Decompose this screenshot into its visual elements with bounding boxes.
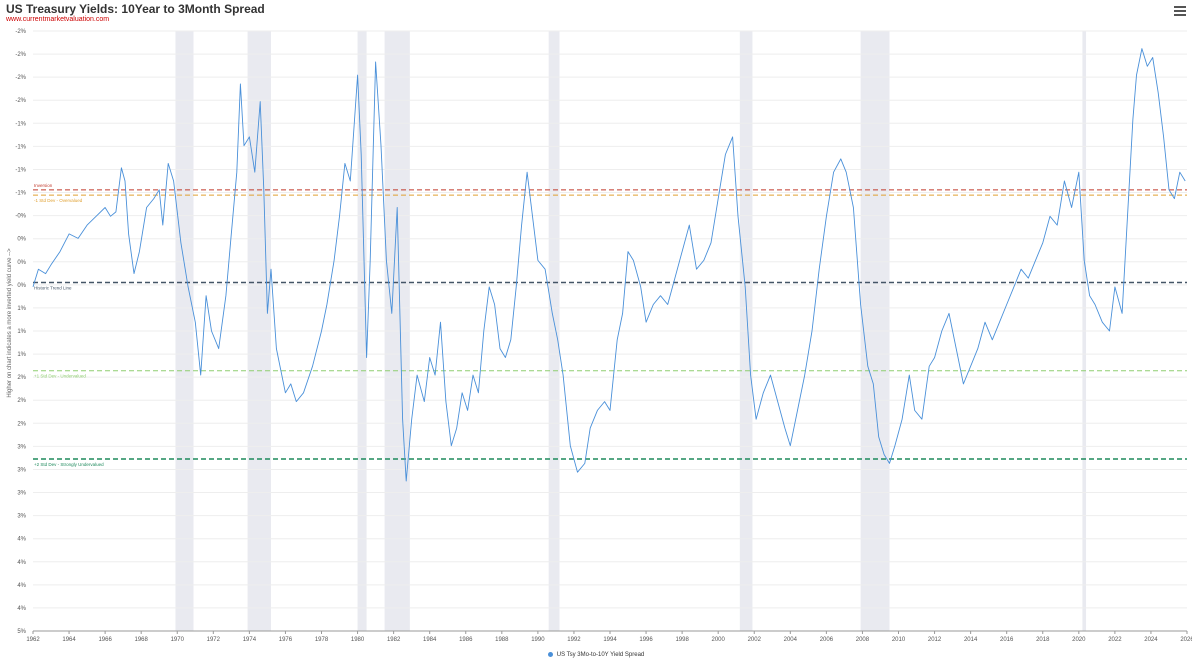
x-tick-label-22: 2006	[820, 637, 834, 643]
x-tick-label-11: 1984	[423, 637, 437, 643]
x-tick-label-20: 2002	[748, 637, 762, 643]
x-tick-label-32: 2026	[1180, 637, 1192, 643]
x-tick-label-12: 1986	[459, 637, 473, 643]
x-tick-label-3: 1968	[135, 637, 149, 643]
y-tick-label-12: 1%	[17, 306, 26, 312]
x-tick-label-14: 1990	[531, 637, 545, 643]
y-tick-label-14: 1%	[17, 352, 26, 358]
x-tick-label-26: 2014	[964, 637, 978, 643]
y-tick-label-10: 0%	[17, 260, 26, 266]
x-tick-label-13: 1988	[495, 637, 509, 643]
x-tick-label-2: 1966	[98, 637, 112, 643]
y-tick-label-22: 4%	[17, 537, 26, 543]
y-tick-label-2: -2%	[15, 75, 26, 81]
y-tick-label-3: -2%	[15, 98, 26, 104]
x-tick-label-21: 2004	[784, 637, 798, 643]
reference-label-2: Historic Trend Line	[34, 285, 72, 290]
x-tick-label-30: 2022	[1108, 637, 1122, 643]
y-tick-label-5: -1%	[15, 144, 26, 150]
reference-label-0: Inversion	[34, 183, 53, 188]
legend-label: US Tsy 3Mo-to-10Y Yield Spread	[556, 652, 645, 659]
source-link[interactable]: www.currentmarketvaluation.com	[6, 16, 110, 23]
y-tick-label-18: 3%	[17, 444, 26, 450]
y-tick-label-15: 2%	[17, 375, 26, 381]
y-tick-label-25: 4%	[17, 606, 26, 612]
y-tick-label-4: -1%	[15, 121, 26, 127]
y-tick-label-20: 3%	[17, 491, 26, 497]
x-tick-label-24: 2010	[892, 637, 906, 643]
x-tick-label-27: 2016	[1000, 637, 1014, 643]
x-tick-label-15: 1992	[567, 637, 581, 643]
y-tick-label-23: 4%	[17, 560, 26, 566]
x-tick-label-19: 2000	[712, 637, 726, 643]
legend[interactable]: US Tsy 3Mo-to-10Y Yield Spread	[0, 652, 1192, 658]
x-tick-label-9: 1980	[351, 637, 365, 643]
y-tick-label-26: 5%	[17, 629, 26, 635]
x-tick-label-10: 1982	[387, 637, 401, 643]
y-tick-label-11: 0%	[17, 283, 26, 289]
series-line-0	[32, 48, 1186, 482]
x-tick-label-25: 2012	[928, 637, 942, 643]
y-tick-label-19: 3%	[17, 467, 26, 473]
x-tick-label-29: 2020	[1072, 637, 1086, 643]
chart-title: US Treasury Yields: 10Year to 3Month Spr…	[6, 2, 265, 16]
x-tick-label-4: 1970	[171, 637, 185, 643]
y-tick-label-9: 0%	[17, 237, 26, 243]
y-tick-label-0: -2%	[15, 29, 26, 35]
x-tick-label-31: 2024	[1144, 637, 1158, 643]
y-tick-label-17: 2%	[17, 421, 26, 427]
x-tick-label-8: 1978	[315, 637, 329, 643]
x-tick-label-6: 1974	[243, 637, 257, 643]
y-tick-label-1: -2%	[15, 52, 26, 58]
y-tick-label-24: 4%	[17, 583, 26, 589]
reference-label-4: +2 Std Dev - Strongly Undervalued	[34, 462, 104, 467]
x-tick-label-7: 1976	[279, 637, 293, 643]
y-tick-label-16: 2%	[17, 398, 26, 404]
reference-label-1: -1 Std Dev - Overvalued	[34, 198, 83, 203]
y-tick-label-8: -0%	[15, 214, 26, 220]
y-tick-label-13: 1%	[17, 329, 26, 335]
y-tick-label-7: -1%	[15, 191, 26, 197]
hamburger-menu-icon[interactable]	[1174, 6, 1186, 18]
x-tick-label-17: 1996	[639, 637, 653, 643]
y-tick-label-6: -1%	[15, 167, 26, 173]
x-tick-label-5: 1972	[207, 637, 221, 643]
x-tick-label-23: 2008	[856, 637, 870, 643]
legend-marker-icon	[547, 652, 553, 657]
reference-label-3: +1 Std Dev - Undervalued	[34, 374, 86, 379]
x-tick-label-16: 1994	[603, 637, 617, 643]
x-tick-label-28: 2018	[1036, 637, 1050, 643]
x-tick-label-18: 1998	[675, 637, 689, 643]
y-tick-label-21: 3%	[17, 514, 26, 520]
x-tick-label-1: 1964	[62, 637, 76, 643]
x-tick-label-0: 1962	[26, 637, 40, 643]
